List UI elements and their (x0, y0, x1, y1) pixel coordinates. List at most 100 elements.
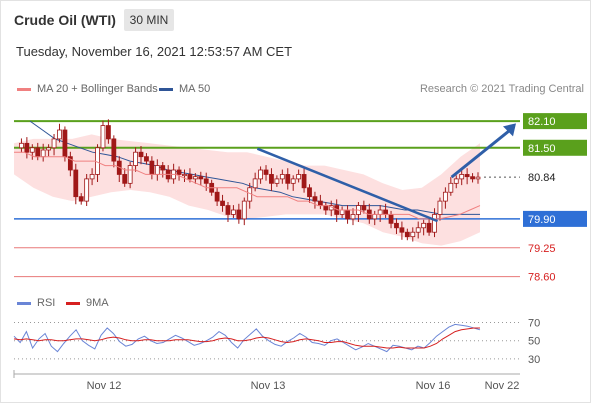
price-level-label-80.84: 80.84 (528, 172, 556, 184)
ma9-swatch (66, 301, 80, 305)
timestamp-subtitle: Tuesday, November 16, 2021 12:53:57 AM C… (16, 44, 293, 59)
candle-body (345, 209, 350, 220)
candle-body (133, 151, 138, 166)
candle-body (24, 142, 30, 153)
timeframe-badge[interactable]: 30 MIN (124, 9, 174, 31)
candle-body (192, 176, 198, 180)
candle-body (241, 200, 247, 220)
candle-body (62, 129, 68, 158)
ma50-legend-label: MA 50 (179, 83, 211, 95)
candle-body (307, 187, 312, 198)
x-tick-label-nov-16: Nov 16 (416, 380, 451, 392)
price-level-label-82.10: 82.10 (528, 116, 556, 128)
candle-body (361, 205, 367, 211)
price-level-box-79.90 (523, 210, 587, 227)
candle-body (269, 174, 274, 184)
candle-body (127, 165, 133, 184)
price-level-label-81.50: 81.50 (528, 143, 556, 155)
candle-body (35, 147, 41, 158)
ma20-line (14, 151, 481, 220)
candle-body (301, 174, 307, 189)
candle-body (182, 174, 187, 177)
candle-body (160, 165, 166, 171)
candle-body (312, 196, 318, 202)
candle-body (198, 176, 204, 180)
candle-body (231, 209, 236, 215)
price-level-label-78.60: 78.60 (528, 272, 556, 284)
candle-body (372, 214, 378, 220)
downtrend-line (256, 147, 439, 223)
candle-body (426, 222, 432, 233)
price-level-box-82.10 (523, 113, 587, 130)
price-level-box-81.50 (523, 139, 587, 156)
candle-body (388, 214, 394, 224)
projection-arrow-head (503, 123, 516, 137)
candle-body (73, 169, 79, 198)
rsi-tick-30: 30 (528, 354, 540, 366)
legend-rsi: RSI (17, 297, 55, 309)
candle-body (258, 169, 263, 180)
candle-body (279, 174, 285, 180)
candle-body (111, 138, 117, 162)
candle-body (296, 174, 302, 180)
candle-body (154, 165, 160, 175)
candle-body (220, 200, 225, 206)
candle-body (51, 138, 57, 149)
candle-body (274, 178, 280, 184)
candle-body (144, 156, 149, 162)
candle-body (404, 231, 410, 238)
ma9-legend-label: 9MA (86, 297, 109, 309)
candle-body (323, 205, 329, 211)
candle-body (475, 176, 481, 180)
candle-body (89, 174, 95, 180)
ma20-legend-label: MA 20 + Bollinger Bands (37, 83, 158, 95)
legend-9ma: 9MA (66, 297, 109, 309)
candle-body (285, 174, 291, 184)
candle-body (410, 231, 416, 238)
candle-body (421, 222, 427, 229)
candle-body (415, 227, 421, 233)
x-tick-label-nov-22: Nov 22 (485, 380, 520, 392)
price-level-label-79.25: 79.25 (528, 243, 556, 255)
candle-body (290, 178, 296, 184)
candle-body (149, 160, 155, 175)
x-tick-label-nov-12: Nov 12 (87, 380, 122, 392)
candle-body (67, 156, 73, 171)
candle-body (453, 178, 459, 184)
legend-ma20: MA 20 + Bollinger Bands (17, 83, 158, 95)
projection-arrow-shaft (450, 128, 512, 179)
candle-body (350, 214, 356, 220)
candle-body (46, 147, 52, 151)
candle-body (263, 169, 269, 175)
candle-body (40, 149, 46, 158)
candle-body (459, 174, 465, 180)
candle-body (432, 214, 437, 233)
candle-body (84, 178, 90, 202)
candle-body (176, 169, 182, 175)
rsi-tick-50: 50 (528, 336, 540, 348)
candle-body (464, 174, 470, 178)
candle-body (437, 200, 443, 215)
instrument-title: Crude Oil (WTI) (14, 12, 116, 28)
candle-body (236, 209, 242, 220)
rsi-series-9ma (13, 327, 480, 349)
legend-ma50: MA 50 (159, 83, 210, 95)
candle-body (448, 182, 454, 193)
candle-body (122, 174, 128, 184)
candle-body (399, 227, 405, 233)
candle-body (100, 125, 106, 149)
research-credit: Research © 2021 Trading Central (419, 83, 584, 95)
rsi-legend-label: RSI (37, 297, 56, 309)
bollinger-band (14, 134, 480, 246)
candle-body (106, 125, 111, 140)
ma20-swatch (17, 87, 31, 91)
rsi-tick-70: 70 (528, 318, 540, 330)
price-level-label-79.90: 79.90 (528, 214, 556, 226)
candle-body (442, 191, 448, 202)
candle-body (339, 209, 345, 215)
candle-body (187, 174, 193, 180)
x-tick-label-nov-13: Nov 13 (251, 380, 286, 392)
candle-body (203, 178, 209, 184)
candle-body (470, 176, 475, 180)
